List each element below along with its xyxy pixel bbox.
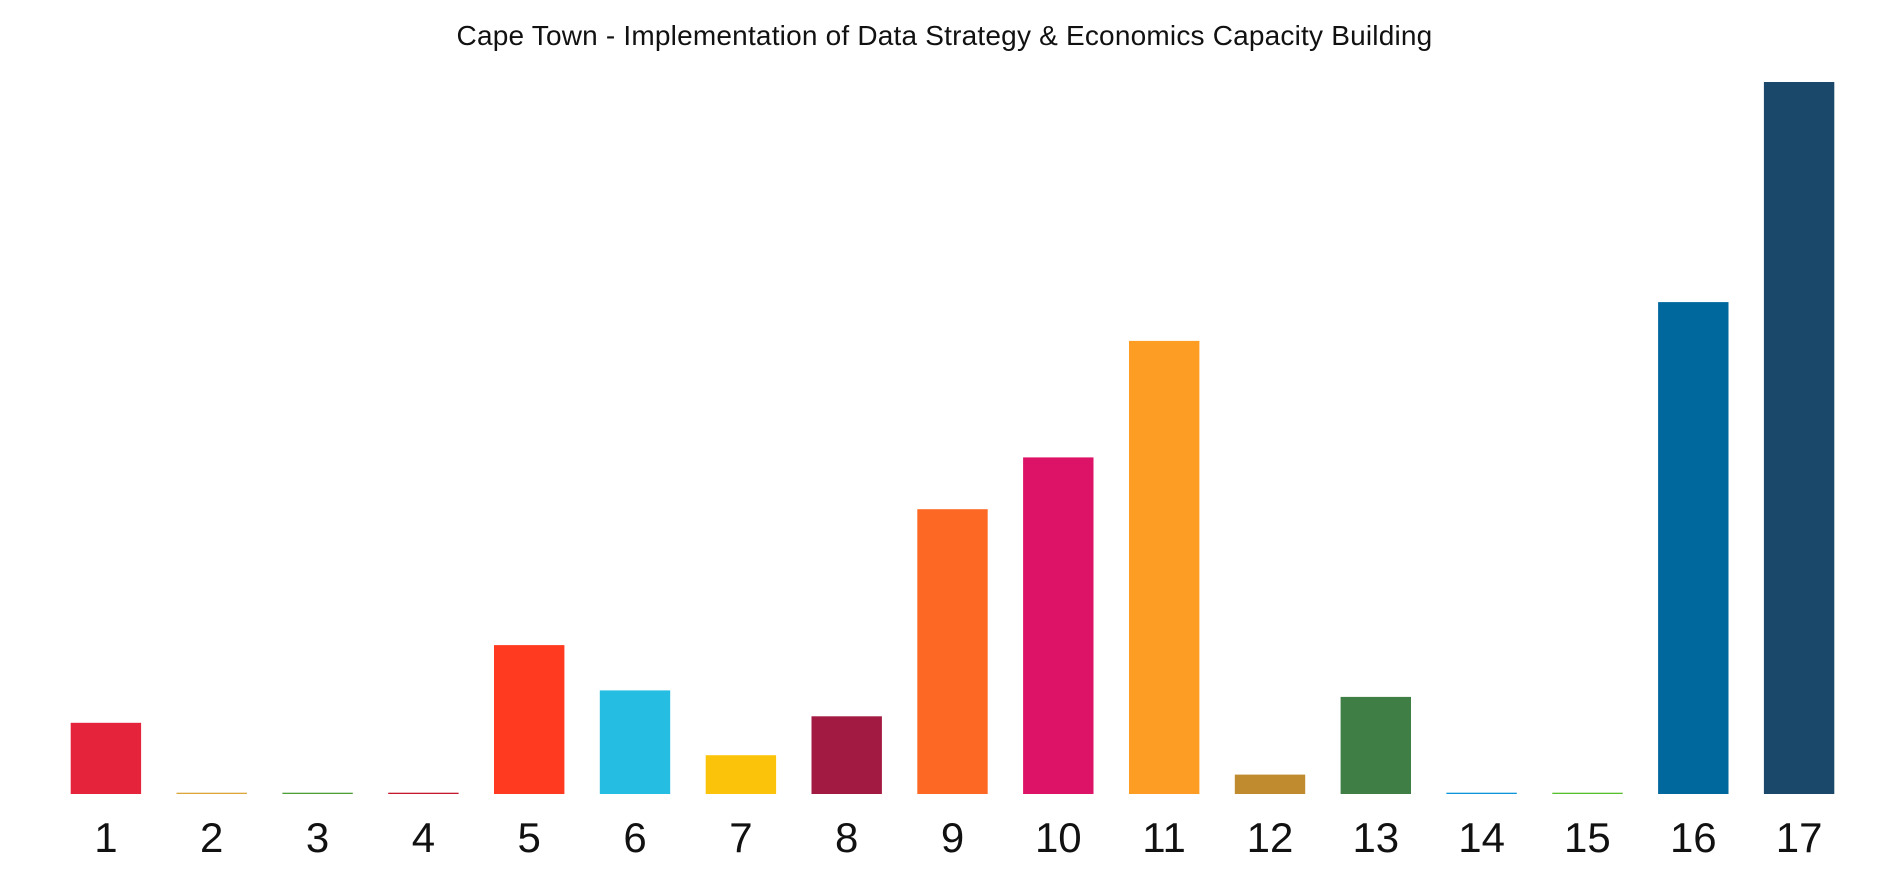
- bar-15: [1552, 792, 1623, 794]
- chart-title: Cape Town - Implementation of Data Strat…: [456, 20, 1433, 51]
- x-tick-label-3: 3: [306, 814, 329, 861]
- x-tick-label-17: 17: [1776, 814, 1823, 861]
- bar-16: [1658, 302, 1729, 794]
- x-tick-labels: 1 2 3 4 5 6 7 8 9 10 11 12 13 14 15 16 17: [94, 814, 1822, 861]
- bar-4: [388, 792, 459, 794]
- x-tick-label-10: 10: [1035, 814, 1082, 861]
- x-tick-label-9: 9: [941, 814, 964, 861]
- x-tick-label-15: 15: [1564, 814, 1611, 861]
- bar-5: [494, 645, 565, 794]
- x-tick-label-16: 16: [1670, 814, 1717, 861]
- bars-group: [70, 82, 1835, 794]
- bar-17: [1763, 82, 1835, 794]
- bar-11: [1129, 340, 1200, 794]
- x-tick-label-11: 11: [1142, 814, 1186, 861]
- x-tick-label-4: 4: [412, 814, 435, 861]
- bar-13: [1340, 696, 1411, 794]
- bar-8: [811, 716, 882, 794]
- bar-6: [599, 690, 671, 794]
- x-tick-label-8: 8: [835, 814, 858, 861]
- x-tick-label-6: 6: [623, 814, 646, 861]
- x-tick-label-1: 1: [94, 814, 117, 861]
- x-tick-label-14: 14: [1458, 814, 1505, 861]
- x-tick-label-12: 12: [1247, 814, 1294, 861]
- x-tick-label-2: 2: [200, 814, 223, 861]
- bar-7: [705, 755, 777, 794]
- bar-3: [282, 792, 353, 794]
- bar-10: [1023, 457, 1094, 794]
- bar-9: [917, 509, 988, 794]
- bar-14: [1446, 792, 1517, 794]
- bar-1: [70, 722, 142, 794]
- x-tick-label-7: 7: [729, 814, 752, 861]
- bar-2: [176, 792, 247, 794]
- bar-12: [1234, 774, 1306, 794]
- x-tick-label-5: 5: [518, 814, 541, 861]
- x-tick-label-13: 13: [1352, 814, 1399, 861]
